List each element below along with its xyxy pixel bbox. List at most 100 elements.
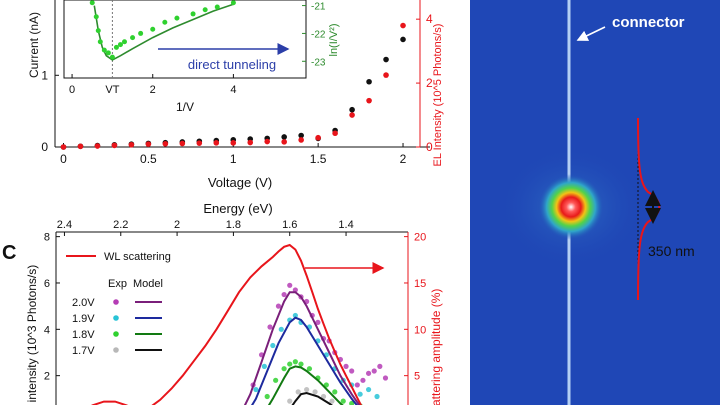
- el-intensity-point: [213, 140, 220, 146]
- inset-data-point: [95, 28, 101, 34]
- inset-vt-label: VT: [105, 84, 119, 96]
- panel-c-y-right-tick-label: 15: [414, 278, 426, 290]
- inset-y-tick-label: -22: [311, 29, 326, 40]
- top-x-tick-label: 1.5: [310, 152, 327, 166]
- current-point: [281, 134, 287, 140]
- el-intensity-point: [230, 140, 237, 146]
- exp-point: [292, 312, 298, 319]
- exp-point: [273, 377, 279, 383]
- exp-point: [287, 282, 293, 288]
- current-point: [349, 106, 355, 113]
- exp-point: [365, 386, 372, 393]
- inset-x-tick-label: 0: [69, 84, 75, 96]
- exp-point: [312, 389, 318, 395]
- exp-point: [298, 361, 304, 367]
- inset-data-point: [214, 4, 220, 10]
- energy-tick-label: 2: [174, 219, 180, 231]
- exp-point: [371, 368, 377, 374]
- legend-wl-label: WL scattering: [104, 251, 171, 263]
- el-intensity-point: [111, 142, 118, 149]
- legend-exp-header: Exp: [108, 278, 127, 290]
- model-curve: [291, 391, 333, 405]
- energy-tick-label: 1.4: [338, 219, 353, 231]
- el-intensity-point: [162, 141, 169, 147]
- inset-data-point: [105, 50, 111, 56]
- exp-point: [320, 393, 327, 400]
- inset-data-point: [109, 54, 115, 60]
- exp-point: [295, 389, 301, 395]
- top-y-left-tick-label: 0: [41, 140, 48, 154]
- iv-el-chart: 0 0.5 1 1.5 2 0 1 0 2 4 Voltage (V) Current (nA…: [27, 0, 444, 190]
- inset-data-point: [162, 19, 168, 25]
- inset-y-tick-label: -23: [311, 57, 326, 68]
- legend-row-label: 1.9V: [72, 313, 95, 325]
- inset-data-point: [113, 44, 119, 50]
- exp-point: [365, 370, 372, 376]
- exp-point: [281, 366, 287, 372]
- inset-data-point: [202, 7, 208, 13]
- exp-point: [360, 377, 366, 383]
- panel-c-y-right-tick-label: 5: [414, 371, 420, 383]
- top-x-axis-label: Voltage (V): [208, 175, 272, 190]
- exp-point: [340, 398, 346, 404]
- el-intensity-point: [349, 112, 355, 118]
- panel-c-y-right-axis-label: Scattering amplitude (%): [429, 289, 443, 405]
- top-x-tick-label: 1: [230, 152, 237, 166]
- legend-row-label: 1.7V: [72, 345, 95, 357]
- el-intensity-point: [383, 72, 389, 78]
- exp-point: [357, 391, 363, 397]
- el-intensity-point: [179, 140, 186, 147]
- connector-arrow: [576, 26, 606, 41]
- exp-point: [287, 361, 293, 367]
- energy-tick-label: 1.8: [226, 219, 241, 231]
- inset-fit-curve: [93, 3, 234, 61]
- legend-exp-swatch: [113, 347, 119, 353]
- current-point: [366, 78, 372, 85]
- inset-x-axis-label: 1/V: [176, 100, 194, 114]
- top-x-tick-label: 2: [400, 152, 407, 166]
- exp-point: [275, 303, 282, 309]
- panel-c-y-left-tick-label: 8: [44, 232, 50, 244]
- inset-data-point: [122, 39, 127, 45]
- inset-x-tick-label: 4: [230, 84, 236, 96]
- inset-frame: [63, 0, 307, 79]
- el-intensity-point: [94, 143, 101, 149]
- luminescence-image: connector 350 nm: [470, 0, 720, 405]
- panel-c-label: C: [2, 242, 16, 264]
- exp-point: [343, 363, 349, 369]
- exp-point: [304, 386, 310, 393]
- inset-data-point: [230, 0, 236, 6]
- energy-tick-label: 2.4: [57, 219, 72, 231]
- inset-y-axis-label: ln(I/V²): [328, 24, 340, 57]
- direct-tunneling-label: direct tunneling: [188, 57, 276, 72]
- inset-data-point: [174, 15, 180, 21]
- panel-c-chart: C Energy (eV) 2.4 2.2 2 1.8 1.6 1.4 2 4 6 8 5 10 1…: [2, 201, 443, 405]
- legend-exp-swatch: [113, 315, 119, 321]
- legend-exp-swatch: [113, 331, 119, 337]
- energy-axis-label: Energy (eV): [203, 201, 272, 216]
- exp-point: [287, 398, 293, 404]
- top-y-right-tick-label: 4: [426, 12, 433, 26]
- exp-point: [377, 363, 383, 369]
- panel-c-y-axis-label: EL intensity (10^3 Photons/s): [25, 265, 39, 405]
- el-intensity-point: [77, 143, 84, 150]
- el-intensity-point: [196, 140, 203, 146]
- legend-row-label: 1.8V: [72, 329, 95, 341]
- el-intensity-point: [264, 138, 271, 145]
- el-intensity-point: [60, 144, 67, 150]
- exp-point: [329, 398, 335, 404]
- inset-data-point: [89, 0, 95, 6]
- legend-row-label: 2.0V: [72, 297, 95, 309]
- exp-point: [374, 393, 380, 400]
- top-x-tick-label: 0: [60, 152, 67, 166]
- top-y-axis-label: Current (nA): [27, 12, 41, 78]
- model-curve: [243, 291, 361, 405]
- exp-point: [349, 368, 355, 374]
- model-curve: [250, 316, 358, 405]
- current-point: [383, 56, 389, 63]
- scale-label: 350 nm: [648, 243, 695, 259]
- el-intensity-point: [366, 97, 372, 104]
- panel-c-y-right-tick-label: 10: [414, 324, 426, 336]
- top-y-right-tick-label: 0: [426, 140, 433, 154]
